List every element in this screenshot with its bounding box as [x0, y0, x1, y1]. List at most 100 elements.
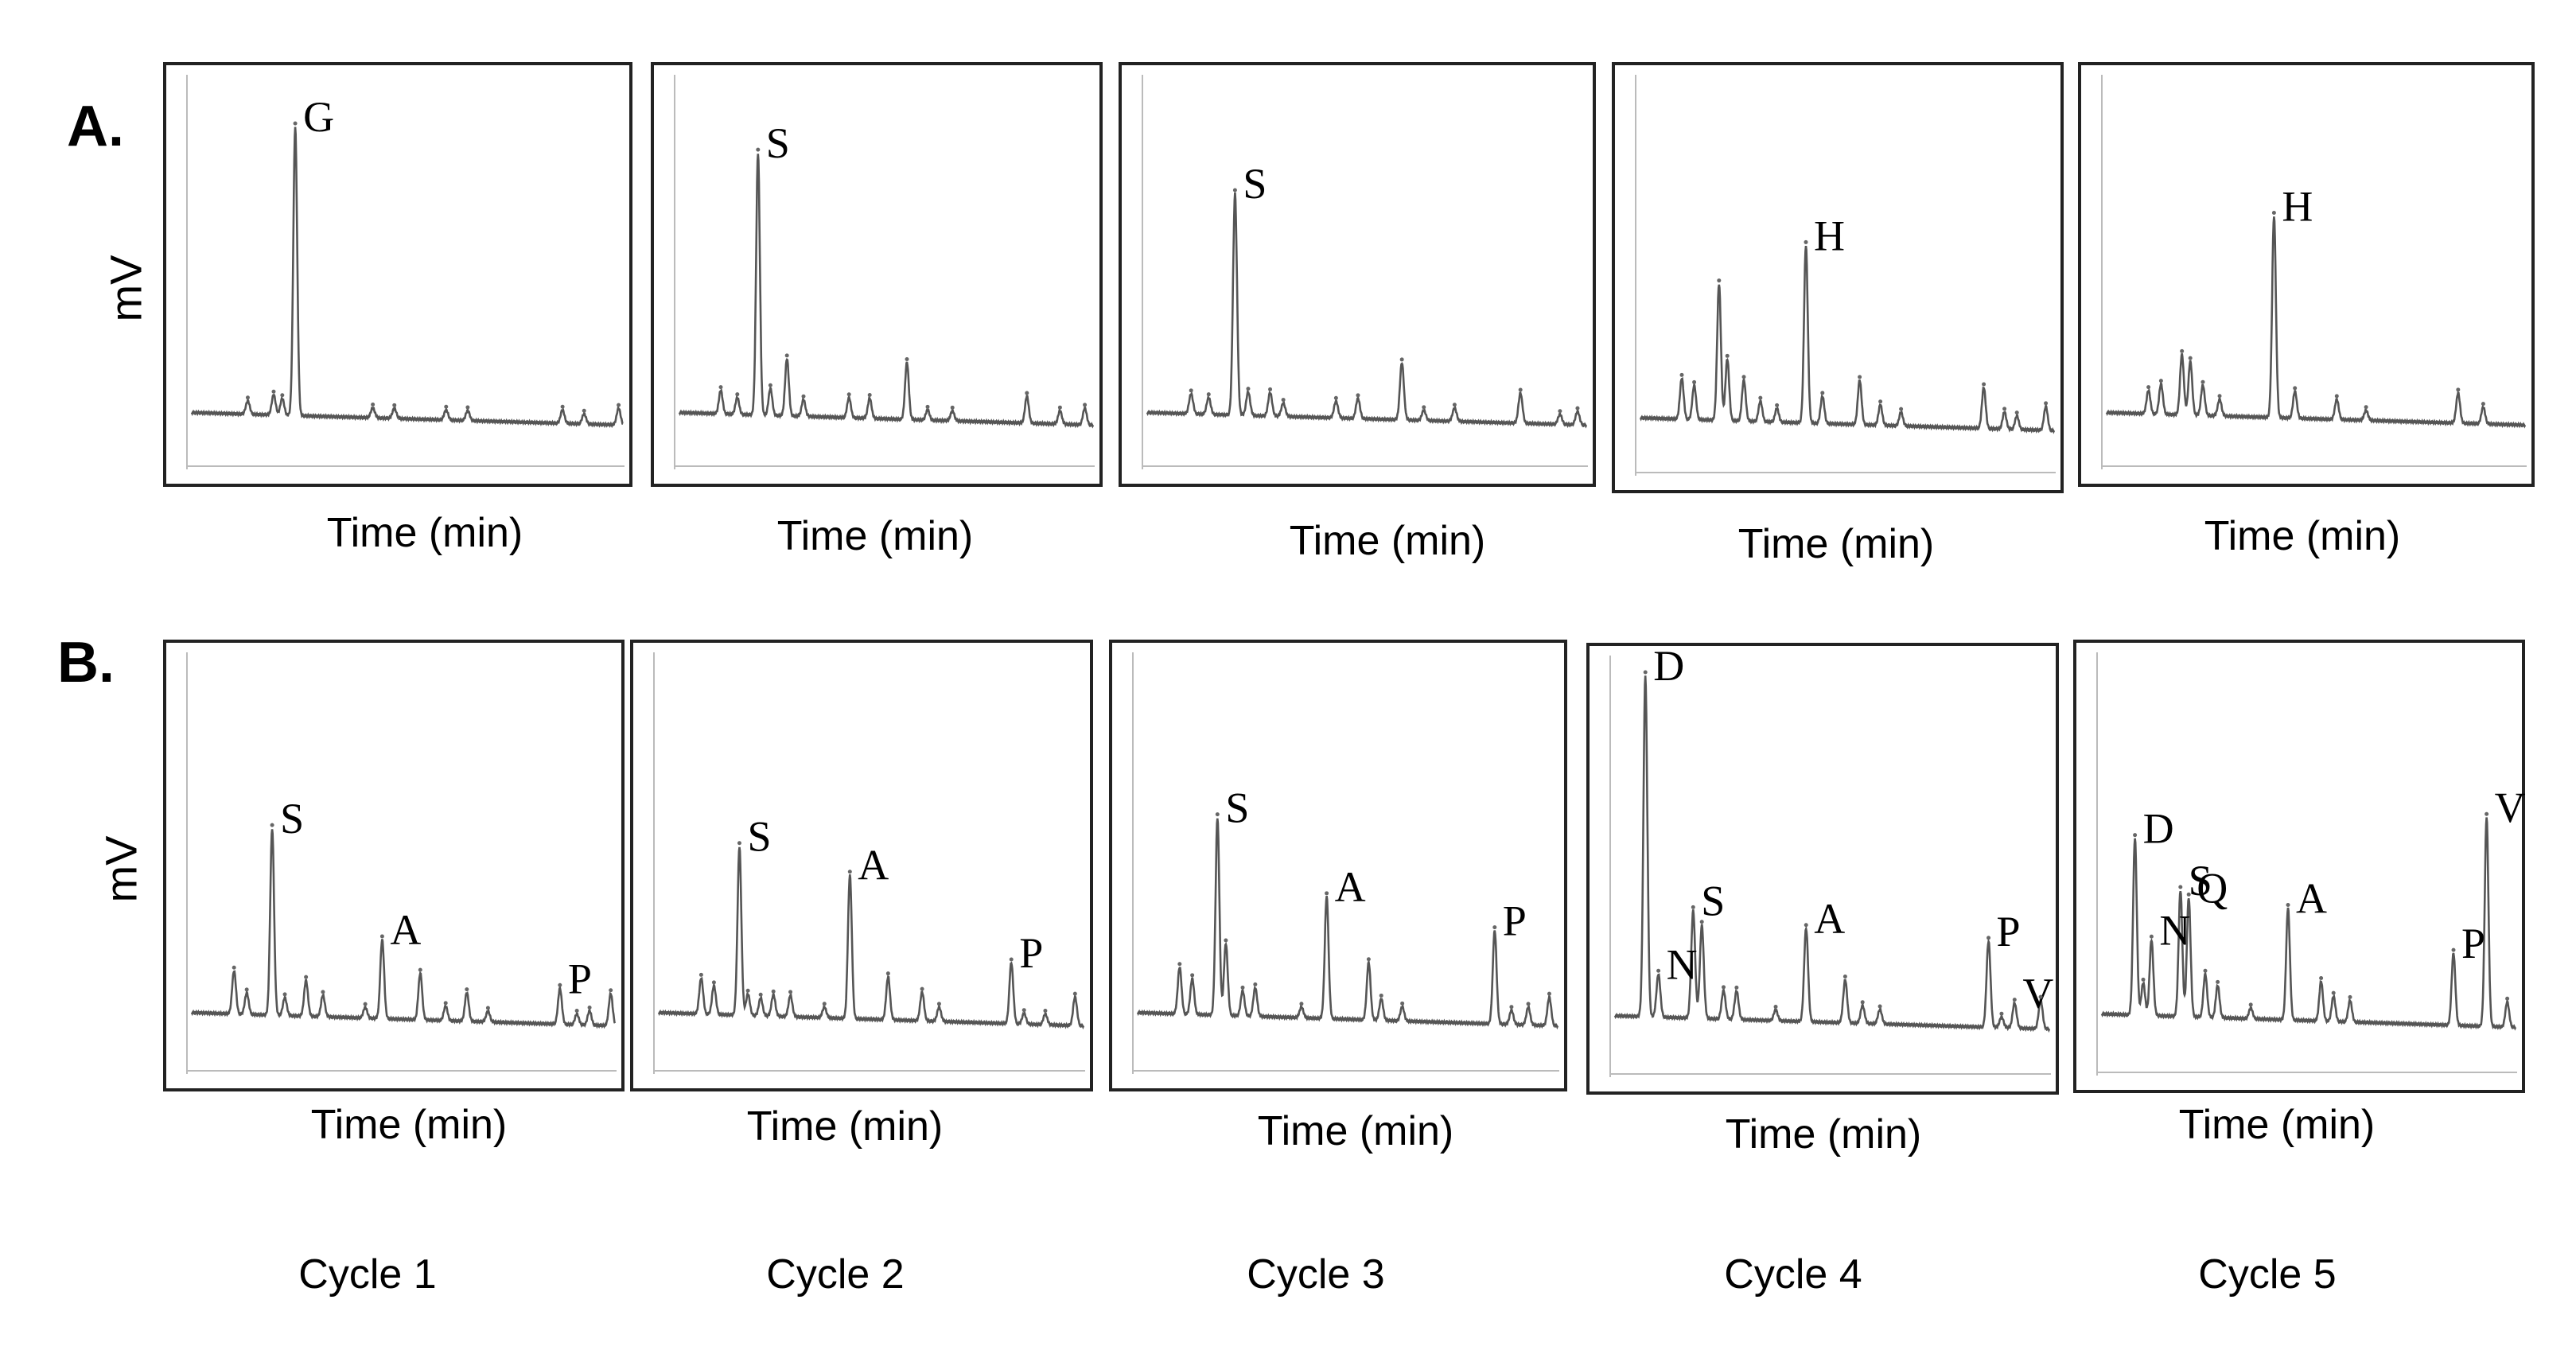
chart-a-cycle-5: H: [2078, 62, 2535, 487]
peak-marker: [1509, 1005, 1514, 1010]
peak-marker: [363, 1002, 368, 1006]
chart-b-cycle-2: S A P: [630, 640, 1093, 1091]
peak-marker: [418, 967, 422, 972]
peak-marker: [485, 1006, 490, 1010]
peak-marker: [1400, 1001, 1405, 1006]
peak-marker: [771, 989, 776, 994]
peak-marker: [1526, 1002, 1531, 1006]
chromatogram-trace: [2100, 817, 2517, 1031]
xlabel-b-cycle-5: Time (min): [2178, 1102, 2376, 1148]
cycle-4-label: Cycle 4: [1724, 1251, 1862, 1298]
peak-label-P: P: [2461, 920, 2485, 967]
peak-marker: [2319, 976, 2324, 981]
peak-marker: [1699, 920, 1704, 924]
peak-marker: [920, 986, 924, 991]
peak-marker: [1741, 375, 1746, 379]
chart-b-cycle-5-svg: D NSQ A P V: [2096, 652, 2526, 1076]
peak-marker: [1043, 1009, 1048, 1014]
chart-b-cycle-3-svg: S A P: [1132, 652, 1559, 1074]
peak-marker: [1206, 392, 1211, 397]
chart-b-cycle-4-svg: D NS A PV: [1609, 642, 2053, 1077]
chart-a-cycle-4-svg: H: [1635, 75, 2056, 476]
peak-marker: [465, 987, 469, 992]
peak-label-S: S: [2189, 857, 2212, 905]
peak-marker: [1177, 962, 1182, 967]
peak-marker: [1399, 357, 1404, 362]
peak-marker: [1021, 1008, 1026, 1013]
peak-marker: [379, 934, 384, 939]
peak-marker: [465, 405, 470, 410]
peak-label-V: V: [2022, 970, 2053, 1017]
peak-marker: [1775, 403, 1780, 407]
chromatogram-trace: [1146, 192, 1588, 429]
peak-marker: [1858, 375, 1862, 379]
peak-marker: [1268, 387, 1273, 391]
peak-marker: [2293, 386, 2298, 391]
peak-marker: [2002, 407, 2007, 411]
peak-marker: [2038, 994, 2043, 999]
peak-marker: [1547, 991, 1551, 996]
peak-marker: [560, 404, 565, 409]
peak-marker: [1860, 1000, 1865, 1005]
peak-marker: [1072, 991, 1077, 996]
peak-marker: [1009, 957, 1014, 962]
peak-marker: [2216, 979, 2220, 984]
xlabel-a-cycle-5: Time (min): [2204, 513, 2401, 559]
chart-a-cycle-2-svg: S: [674, 75, 1095, 469]
peak-marker: [2188, 356, 2193, 360]
chart-a-cycle-1-svg: G: [186, 75, 625, 469]
peak-marker: [718, 385, 723, 390]
peak-marker: [2481, 402, 2485, 407]
peak-marker: [2044, 401, 2049, 406]
peak-marker: [1773, 1004, 1778, 1009]
peak-marker: [1232, 188, 1237, 193]
peak-marker: [1722, 985, 1726, 990]
peak-label-N: N: [2159, 906, 2190, 954]
peak-marker: [245, 395, 250, 400]
peak-marker: [2331, 990, 2336, 995]
peak-marker: [280, 393, 285, 398]
peak-label-S: S: [1243, 160, 1267, 208]
peak-marker: [788, 990, 793, 994]
peak-marker: [1253, 982, 1258, 986]
peak-marker: [392, 403, 397, 407]
peak-marker: [444, 404, 449, 409]
peak-label-H: H: [2282, 182, 2313, 230]
peak-label-S: S: [766, 119, 790, 167]
peak-marker: [936, 1002, 941, 1006]
peak-marker: [1691, 905, 1695, 909]
peak-marker: [2485, 811, 2489, 816]
peak-marker: [1692, 379, 1697, 384]
peak-marker: [735, 392, 740, 397]
peak-label-G: G: [303, 93, 334, 141]
peak-marker: [867, 392, 872, 397]
chromatogram-trace: [1136, 818, 1559, 1030]
chromatogram-trace: [1613, 675, 2051, 1033]
peak-marker: [244, 987, 249, 992]
peak-marker: [1982, 382, 1986, 387]
peak-marker: [282, 992, 287, 997]
peak-marker: [270, 823, 274, 827]
peak-marker: [558, 982, 562, 987]
peak-marker: [1820, 391, 1825, 395]
chromatogram-trace: [190, 829, 617, 1029]
cycle-2-label: Cycle 2: [766, 1251, 905, 1298]
chart-a-cycle-1: G: [163, 62, 632, 487]
peak-marker: [2248, 1002, 2253, 1007]
peak-marker: [2012, 998, 2017, 1002]
peak-marker: [1057, 405, 1062, 410]
peak-label-A: A: [858, 842, 889, 889]
peak-marker: [1843, 975, 1847, 979]
peak-marker: [758, 992, 763, 997]
peak-label-N: N: [1667, 940, 1698, 988]
peak-marker: [1758, 395, 1763, 400]
peak-marker: [2146, 385, 2151, 390]
row-b-y-axis-label: mV: [95, 835, 146, 903]
xlabel-a-cycle-2: Time (min): [776, 513, 974, 559]
peak-marker: [321, 990, 325, 994]
peak-marker: [801, 394, 806, 399]
peak-marker: [1215, 812, 1220, 817]
chart-a-cycle-3-svg: S: [1142, 75, 1588, 469]
peak-marker: [768, 383, 772, 387]
